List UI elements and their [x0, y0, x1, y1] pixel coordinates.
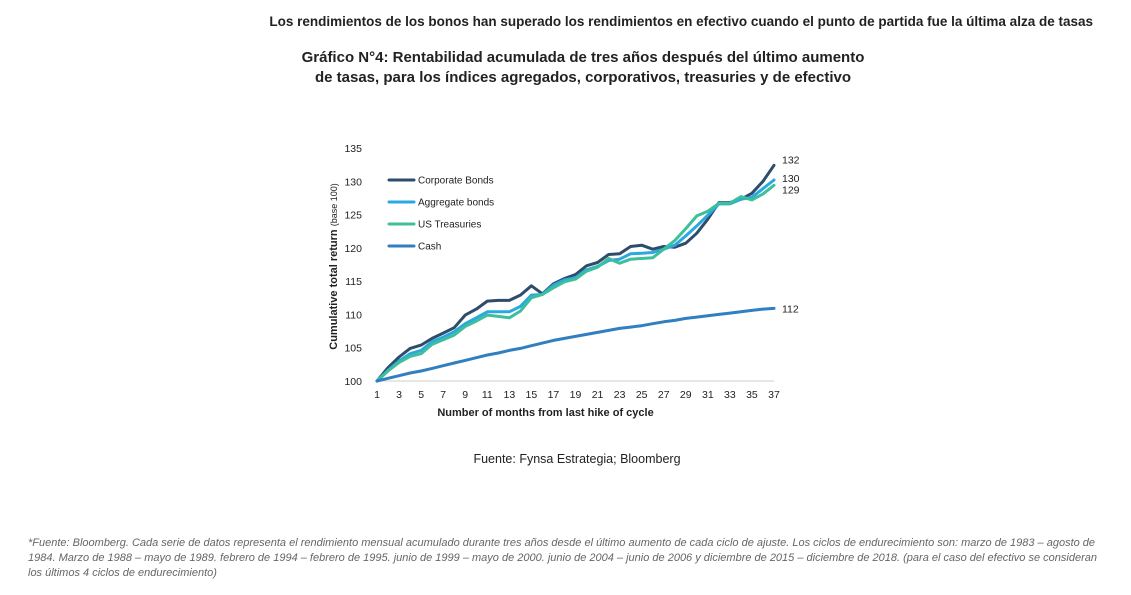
y-tick-label: 115 — [345, 276, 362, 288]
x-tick-label: 37 — [768, 389, 780, 401]
end-label-aggregate-bonds: 130 — [782, 173, 800, 185]
series-line-corporate-bonds — [375, 163, 776, 383]
end-label-cash: 112 — [782, 303, 799, 315]
end-label-corporate-bonds: 132 — [782, 154, 800, 166]
x-tick-label: 27 — [658, 389, 670, 401]
x-tick-label: 23 — [614, 389, 626, 401]
y-tick-label: 100 — [344, 376, 362, 388]
y-axis-title: Cumulative total return (base 100) — [328, 183, 340, 350]
legend: Corporate Bonds Aggregate bonds US Treasur… — [387, 176, 494, 253]
x-tick-label: 5 — [418, 389, 424, 401]
x-tick-label: 29 — [680, 389, 692, 401]
legend-label: Aggregate bonds — [418, 198, 494, 209]
y-tick-label: 130 — [344, 176, 362, 188]
y-tick-label: 125 — [344, 210, 362, 222]
footnote: *Fuente: Bloomberg. Cada serie de datos … — [28, 537, 1097, 579]
series-line-cash — [375, 306, 776, 383]
x-tick-label: 1 — [374, 389, 380, 401]
series-lines — [375, 163, 776, 383]
legend-label: Corporate Bonds — [418, 176, 494, 187]
x-tick-label: 33 — [724, 389, 736, 401]
x-tick-label: 11 — [482, 389, 493, 401]
y-axis-title-suffix: (base 100) — [329, 183, 339, 226]
x-tick-label: 3 — [396, 389, 402, 401]
x-tick-label: 25 — [636, 389, 648, 401]
chart-title: Gráfico N°4: Rentabilidad acumulada de t… — [0, 48, 1131, 88]
x-axis-title: Number of months from last hike of cycle — [437, 407, 653, 419]
y-tick-label: 120 — [344, 243, 362, 255]
legend-label: US Treasuries — [418, 220, 481, 231]
source-note: Fuente: Fynsa Estrategia; Bloomberg — [473, 452, 681, 466]
x-tick-label: 9 — [462, 389, 468, 401]
x-tick-label: 21 — [592, 389, 604, 401]
chart-title-line-2: de tasas, para los índices agregados, co… — [314, 69, 852, 86]
x-tick-label: 19 — [570, 389, 582, 401]
series-line-us-treasuries — [375, 183, 776, 383]
x-tick-label: 7 — [440, 389, 446, 401]
legend-label: Cash — [418, 242, 441, 253]
headline: Los rendimientos de los bonos han supera… — [269, 14, 1093, 29]
y-axis-title-main: Cumulative total return — [328, 226, 340, 349]
chart-title-line-1: Gráfico N°4: Rentabilidad acumulada de t… — [301, 49, 865, 66]
x-tick-label: 15 — [526, 389, 538, 401]
x-tick-label: 17 — [548, 389, 560, 401]
y-tick-label: 135 — [344, 143, 362, 155]
end-label-us-treasuries: 129 — [782, 184, 800, 196]
x-tick-label: 13 — [503, 389, 515, 401]
y-tick-label: 110 — [345, 309, 362, 321]
y-tick-label: 105 — [344, 343, 362, 355]
chart-axes: 1 3 5 7 9 11 13 15 17 19 21 23 25 27 29 31 33 35 371001051… — [344, 143, 780, 401]
x-tick-label: 31 — [702, 389, 714, 401]
x-tick-label: 35 — [746, 389, 758, 401]
